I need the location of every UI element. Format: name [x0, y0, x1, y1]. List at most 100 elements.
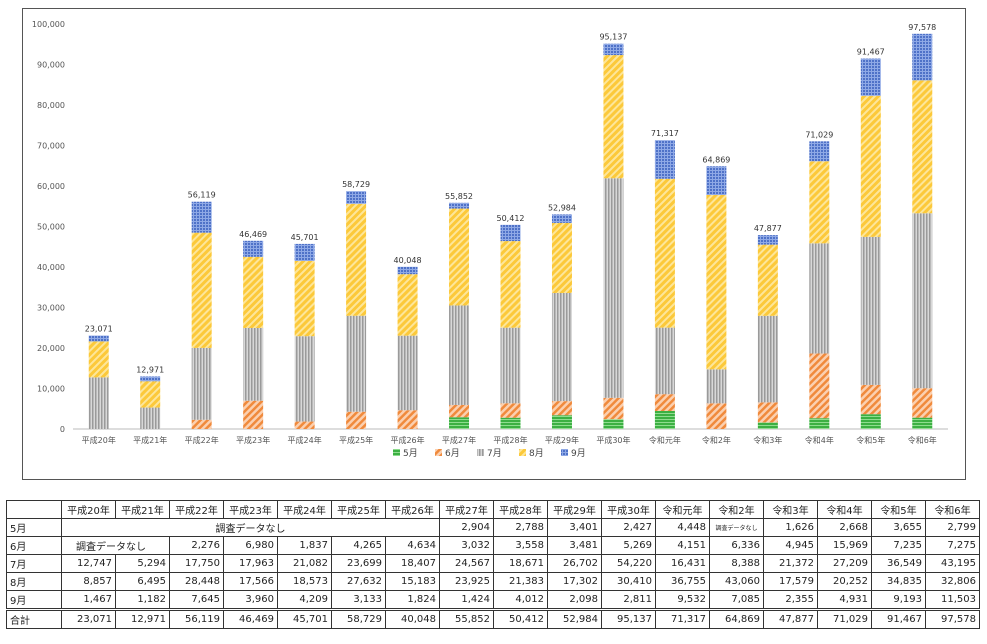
bar-segment-sep	[860, 58, 881, 96]
table-cell: 15,183	[385, 572, 440, 591]
x-tick-label: 令和6年	[908, 435, 937, 445]
bar-segment-aug	[449, 208, 470, 306]
x-tick-label: 平成22年	[185, 435, 219, 445]
table-cell: 9,193	[871, 590, 926, 610]
table-cell: 7,275	[925, 536, 980, 555]
table-cell: 27,632	[331, 572, 386, 591]
bar-segment-sep	[243, 240, 264, 257]
y-tick-label: 90,000	[37, 61, 65, 70]
bar-segment-may	[809, 418, 830, 429]
table-cell: 1,467	[61, 590, 116, 610]
bar-segment-aug	[346, 203, 367, 316]
bar-segment-jun	[346, 411, 367, 429]
bar-segment-jul	[397, 335, 418, 411]
table-cell: 46,469	[223, 608, 278, 629]
y-tick-label: 60,000	[37, 182, 65, 191]
bar-segment-aug	[140, 381, 161, 408]
bar-segment-may	[912, 417, 933, 429]
bar-segment-may	[551, 415, 572, 429]
table-cell: 3,401	[547, 518, 602, 537]
table-cell: 64,869	[709, 608, 764, 629]
table-cell: 4,931	[817, 590, 872, 610]
column-header: 平成28年	[493, 500, 548, 519]
column-header: 平成21年	[115, 500, 170, 519]
column-header: 令和4年	[817, 500, 872, 519]
y-tick-label: 20,000	[37, 344, 65, 353]
table-cell: 7,645	[169, 590, 224, 610]
bar-segment-jun	[191, 419, 212, 429]
table-cell: 4,448	[655, 518, 710, 537]
y-tick-label: 0	[60, 425, 65, 434]
table-cell: 28,448	[169, 572, 224, 591]
table-cell: 18,671	[493, 554, 548, 573]
table-cell: 2,788	[493, 518, 548, 537]
total-data-label: 12,971	[136, 365, 164, 374]
bar-segment-aug	[191, 232, 212, 348]
total-data-label: 52,984	[548, 203, 576, 212]
bar-segment-jul	[140, 407, 161, 429]
y-tick-label: 40,000	[37, 263, 65, 272]
table-cell: 1,837	[277, 536, 332, 555]
total-data-label: 46,469	[239, 230, 267, 239]
bar-segment-aug	[88, 341, 109, 378]
bar-segment-aug	[294, 260, 315, 337]
table-cell: 6,495	[115, 572, 170, 591]
column-header: 令和3年	[763, 500, 818, 519]
table-cell: 26,702	[547, 554, 602, 573]
table-cell: 8,857	[61, 572, 116, 591]
table-cell: 21,383	[493, 572, 548, 591]
stacked-bar-chart: 0 10,000 20,000 30,000 40,000 50,000 60,000 70,…	[32, 20, 948, 459]
column-header: 平成26年	[385, 500, 440, 519]
table-cell: 2,811	[601, 590, 656, 610]
table-cell: 6,336	[709, 536, 764, 555]
bar-segment-sep	[140, 376, 161, 382]
y-tick-label: 10,000	[37, 385, 65, 394]
total-data-label: 58,729	[342, 180, 370, 189]
data-table: 平成20年 平成21年 平成22年 平成23年 平成24年 平成25年 平成26年 平成27年…	[6, 500, 980, 629]
bar-segment-aug	[654, 178, 675, 328]
bar-segment-jun	[860, 384, 881, 415]
x-tick-label: 令和3年	[753, 435, 782, 445]
table-cell: 5,269	[601, 536, 656, 555]
bar-segment-jun	[809, 353, 830, 419]
table-cell: 4,945	[763, 536, 818, 555]
legend-swatch-aug	[519, 449, 526, 456]
bar-segment-sep	[757, 235, 778, 245]
table-row: 6月 調査データなし 2,276 6,980 1,837 4,265 4,634 3,032 3…	[6, 536, 980, 555]
bar-segment-sep	[397, 266, 418, 275]
table-cell: 40,048	[385, 608, 440, 629]
legend-label-sep: 9月	[571, 448, 586, 459]
column-header: 平成30年	[601, 500, 656, 519]
bar-segment-jul	[551, 292, 572, 402]
table-cell: 21,082	[277, 554, 332, 573]
table-cell: 6,980	[223, 536, 278, 555]
legend: 5月 6月 7月 8月 9月	[393, 448, 586, 459]
total-data-label: 97,578	[908, 23, 936, 32]
total-data-label: 47,877	[754, 224, 782, 233]
column-header: 平成24年	[277, 500, 332, 519]
bar-segment-aug	[551, 222, 572, 293]
bar-segment-sep	[912, 33, 933, 81]
table-cell: 9,532	[655, 590, 710, 610]
table-cell: 2,276	[169, 536, 224, 555]
legend-label-may: 5月	[403, 448, 418, 459]
table-cell: 3,960	[223, 590, 278, 610]
table-cell: 30,410	[601, 572, 656, 591]
table-cell: 17,963	[223, 554, 278, 573]
legend-swatch-jul	[477, 449, 484, 456]
x-tick-label: 令和2年	[702, 435, 731, 445]
bar-segment-jun	[757, 402, 778, 423]
table-cell: 45,701	[277, 608, 332, 629]
total-data-label: 50,412	[497, 214, 525, 223]
table-cell: 1,424	[439, 590, 494, 610]
column-header: 令和5年	[871, 500, 926, 519]
bar-segment-jun	[500, 403, 521, 418]
bar-segment-may	[449, 417, 470, 429]
table-cell: 24,567	[439, 554, 494, 573]
bar-segment-jul	[243, 327, 264, 401]
table-cell: 56,119	[169, 608, 224, 629]
x-tick-label: 令和5年	[856, 435, 885, 445]
table-cell: 4,151	[655, 536, 710, 555]
bar-segment-sep	[500, 224, 521, 242]
table-cell: 36,755	[655, 572, 710, 591]
